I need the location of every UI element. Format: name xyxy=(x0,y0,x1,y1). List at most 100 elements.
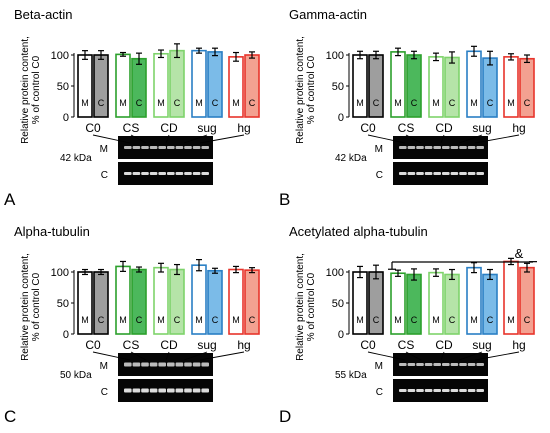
blot-band xyxy=(149,146,158,149)
blot-band xyxy=(399,389,407,392)
bar-label-M: M xyxy=(232,98,240,108)
blot-band xyxy=(442,389,450,392)
bar-CD-C xyxy=(444,273,460,335)
blot-band xyxy=(450,172,459,175)
panel-acetylated-alpha-tubulin: Acetylated alpha-tubulin Relative protein… xyxy=(275,217,550,433)
blot-band xyxy=(192,388,201,393)
blot-kda-label: 42 kDa xyxy=(335,153,367,164)
blot-band xyxy=(416,146,424,149)
blot-connector xyxy=(474,351,520,361)
bar-label-M: M xyxy=(195,315,203,325)
blot-connector xyxy=(458,351,483,361)
blot-band xyxy=(184,146,192,149)
blot-connector xyxy=(92,351,131,361)
bar-label-M: M xyxy=(470,315,478,325)
blot-band xyxy=(442,363,450,366)
blot-band xyxy=(149,362,158,367)
category-label: sug xyxy=(472,121,491,135)
significance-bracket xyxy=(388,261,537,270)
blot-row-label: C xyxy=(101,170,108,181)
blot-row-label: M xyxy=(100,144,108,155)
blot-band xyxy=(467,363,476,366)
y-axis-label-line: % of control C0 xyxy=(306,55,317,124)
blot-band xyxy=(167,388,175,393)
blot-row-label: M xyxy=(375,361,383,372)
blot-band xyxy=(407,146,416,149)
blot-kda-label: 55 kDa xyxy=(335,370,367,381)
y-axis-label-line: Relative protein content, xyxy=(20,253,31,361)
category-label: C0 xyxy=(360,338,376,352)
blot-band xyxy=(407,363,416,366)
bar-label-M: M xyxy=(119,315,127,325)
blot-band xyxy=(442,172,450,175)
blot-connector xyxy=(440,134,445,144)
blot-band xyxy=(416,172,424,175)
blot-band xyxy=(132,388,141,393)
category-label: C0 xyxy=(85,121,101,135)
blot-band xyxy=(158,362,166,367)
blot-connector xyxy=(130,351,147,361)
bar-label-C: C xyxy=(98,315,105,325)
y-axis-label-line: Relative protein content, xyxy=(295,253,306,361)
panel-letter: B xyxy=(279,190,290,209)
bar-label-C: C xyxy=(212,98,219,108)
blot-band xyxy=(459,363,467,366)
category-label: CD xyxy=(435,338,453,352)
blot-band xyxy=(124,172,132,175)
bar-label-M: M xyxy=(195,98,203,108)
bar-label-C: C xyxy=(174,315,181,325)
blot-band xyxy=(158,146,166,149)
blot-band xyxy=(399,363,407,366)
bar-label-M: M xyxy=(432,315,440,325)
blot-band xyxy=(158,172,166,175)
y-tick-label: 0 xyxy=(338,329,344,341)
y-tick-label: 50 xyxy=(57,298,69,310)
blot-band xyxy=(442,146,450,149)
category-label: C0 xyxy=(85,338,101,352)
blot-band xyxy=(167,362,175,367)
blot-band xyxy=(149,388,158,393)
bar-label-M: M xyxy=(157,315,165,325)
blot-connector xyxy=(474,134,520,144)
chart-title: Acetylated alpha-tubulin xyxy=(289,224,428,239)
blot-band xyxy=(175,362,184,367)
blot-band xyxy=(433,172,441,175)
bar-label-C: C xyxy=(373,315,380,325)
category-label: sug xyxy=(197,121,216,135)
bar-label-C: C xyxy=(212,315,219,325)
blot-band xyxy=(416,389,424,392)
y-tick-label: 50 xyxy=(332,298,344,310)
blot-band xyxy=(184,388,192,393)
blot-band xyxy=(399,146,407,149)
blot-connector xyxy=(367,134,406,144)
blot-band xyxy=(476,146,484,149)
blot-connector xyxy=(199,351,245,361)
y-axis-label: Relative protein content,% of control C0 xyxy=(295,36,317,144)
bar-label-C: C xyxy=(373,98,380,108)
blot-band xyxy=(184,362,192,367)
blot-band xyxy=(459,146,467,149)
panel-letter: D xyxy=(279,407,291,426)
blot-row-label: C xyxy=(376,387,383,398)
bar-label-C: C xyxy=(487,98,494,108)
blot-band xyxy=(175,388,184,393)
bar-label-C: C xyxy=(449,315,456,325)
y-axis-label-line: Relative protein content, xyxy=(295,36,306,144)
blot-band xyxy=(141,362,149,367)
blot-band xyxy=(424,146,433,149)
y-tick-label: 0 xyxy=(63,329,69,341)
blot-band xyxy=(433,363,441,366)
y-tick-label: 100 xyxy=(326,267,344,279)
significance-symbol: & xyxy=(515,246,524,261)
bar-label-M: M xyxy=(507,98,515,108)
bar-label-C: C xyxy=(136,315,143,325)
y-tick-label: 0 xyxy=(63,112,69,124)
y-tick-label: 0 xyxy=(338,112,344,124)
chart-svg: Alpha-tubulin Relative protein content,% … xyxy=(4,224,260,426)
chart-svg: Gamma-actin Relative protein content,% of… xyxy=(279,7,535,209)
blot-connector xyxy=(367,351,406,361)
bar-label-M: M xyxy=(432,98,440,108)
blot-connector xyxy=(199,134,245,144)
blot-band xyxy=(192,172,201,175)
blot-band xyxy=(467,146,476,149)
